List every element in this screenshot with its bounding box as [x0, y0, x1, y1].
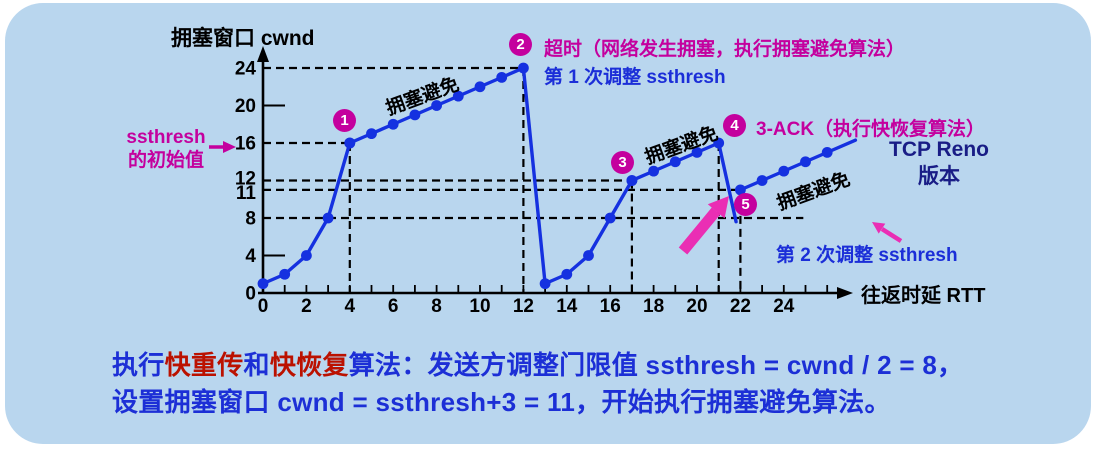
- x-tick-label: 18: [643, 296, 664, 317]
- curve-dot: [756, 175, 768, 186]
- caption-segment: 和: [243, 350, 270, 380]
- second-adjust-arrow: [880, 227, 903, 243]
- curve-dot: [800, 156, 811, 168]
- curve-dot: [691, 146, 703, 158]
- tcp-reno-line2: 版本: [918, 165, 960, 188]
- caption-line-2: 设置拥塞窗口 cwnd = ssthresh+3 = 11，开始执行拥塞避免算法…: [112, 384, 963, 421]
- curve-dot: [539, 278, 551, 290]
- x-tick-label: 10: [469, 296, 490, 317]
- tcp-reno-line1: TCP Reno: [889, 138, 989, 161]
- x-tick-label: 4: [345, 296, 356, 317]
- curve-segment-fast-recovery-drop: [717, 141, 738, 224]
- ssthresh-initial-label: ssthresh 的初始值: [118, 126, 214, 172]
- fast-recovery-arrowhead: [707, 196, 729, 219]
- curve-dot: [409, 109, 421, 121]
- ssthresh-initial-line1: ssthresh: [126, 127, 206, 148]
- curve-dot: [778, 165, 790, 177]
- x-axis-label: 往返时延 RTT: [861, 285, 986, 307]
- curve-dot: [344, 137, 356, 149]
- curve-dot: [366, 128, 377, 140]
- x-tick-label: 2: [301, 296, 312, 317]
- curve-dot: [648, 165, 659, 177]
- x-tick-label: 20: [686, 296, 707, 317]
- x-tick-label: 12: [513, 296, 534, 317]
- curve-dot: [669, 156, 681, 168]
- y-tick-label: 12: [235, 169, 256, 190]
- y-tick-label: 4: [245, 246, 256, 267]
- y-tick-label: 0: [245, 284, 256, 305]
- curve-segment-slow-start-2: [543, 178, 634, 286]
- curve-dot: [387, 118, 399, 130]
- curve-dot: [431, 100, 442, 111]
- x-tick-label: 8: [431, 296, 442, 317]
- tcp-reno-label: TCP Reno 版本: [868, 136, 1010, 190]
- caption-segment: 快重传: [164, 350, 244, 380]
- x-tick-label: 0: [258, 296, 269, 317]
- curve-dot: [301, 250, 312, 261]
- chart-title: 拥塞窗口 cwnd: [171, 27, 315, 50]
- ssthresh-initial-line2: 的初始值: [127, 150, 204, 171]
- x-tick-label: 14: [556, 296, 578, 317]
- y-axis-arrowhead: [257, 46, 269, 62]
- first-adjust-annotation: 第 1 次调整 ssthresh: [544, 67, 726, 88]
- caption-segment: 执行: [112, 350, 165, 380]
- second-adjust-arrowhead: [872, 222, 886, 234]
- curve-dot: [561, 268, 573, 280]
- curve-dot: [279, 268, 291, 280]
- curve-dot: [626, 175, 638, 186]
- marker-2-badge: 2: [509, 33, 532, 56]
- x-tick-label: 6: [388, 296, 399, 317]
- curve-segment-timeout-drop: [521, 66, 547, 286]
- curve-dot: [322, 212, 334, 224]
- x-tick-label: 22: [730, 296, 751, 317]
- background-panel: [5, 3, 1091, 444]
- curve-dot: [735, 184, 746, 196]
- curve-dot: [452, 90, 464, 102]
- marker-3-badge: 3: [611, 151, 634, 174]
- curve-dot: [257, 278, 269, 290]
- y-tick-label: 11: [236, 183, 257, 204]
- y-tick-label: 8: [245, 209, 256, 230]
- curve-dot: [474, 81, 486, 93]
- y-tick-label: 16: [235, 134, 256, 155]
- caption-line-1: 执行快重传和快恢复算法：发送方调整门限值 ssthresh = cwnd / 2…: [112, 347, 963, 384]
- y-tick-label: 20: [235, 96, 256, 117]
- marker-1-badge: 1: [333, 109, 356, 132]
- caption-segment: 算法：发送方调整门限值 ssthresh = cwnd / 2 = 8，: [348, 350, 964, 380]
- caption-segment: 快恢复: [269, 350, 349, 380]
- caption-segment: 设置拥塞窗口 cwnd = ssthresh+3 = 11，开始执行拥塞避免算法…: [112, 387, 891, 417]
- ssthresh-pointer-arrowhead: [223, 141, 236, 153]
- timeout-annotation: 超时（网络发生拥塞，执行拥塞避免算法）: [544, 39, 906, 60]
- three-ack-annotation: 3-ACK（执行快恢复算法）: [756, 119, 986, 140]
- caption-text: 执行快重传和快恢复算法：发送方调整门限值 ssthresh = cwnd / 2…: [112, 347, 963, 421]
- curve-dot: [604, 212, 616, 224]
- marker-5-badge: 5: [734, 193, 757, 216]
- curve-dot: [496, 71, 508, 83]
- curve-dot: [583, 250, 594, 261]
- curve-dot: [821, 146, 833, 158]
- second-adjust-annotation: 第 2 次调整 ssthresh: [776, 245, 958, 266]
- x-tick-label: 24: [773, 296, 795, 317]
- marker-4-badge: 4: [723, 114, 746, 137]
- x-tick-label: 16: [600, 296, 621, 317]
- fast-recovery-arrow: [678, 207, 721, 255]
- curve-segment-slow-start-1: [261, 141, 352, 286]
- x-axis-arrowhead: [837, 287, 853, 299]
- y-tick-label: 24: [235, 59, 257, 80]
